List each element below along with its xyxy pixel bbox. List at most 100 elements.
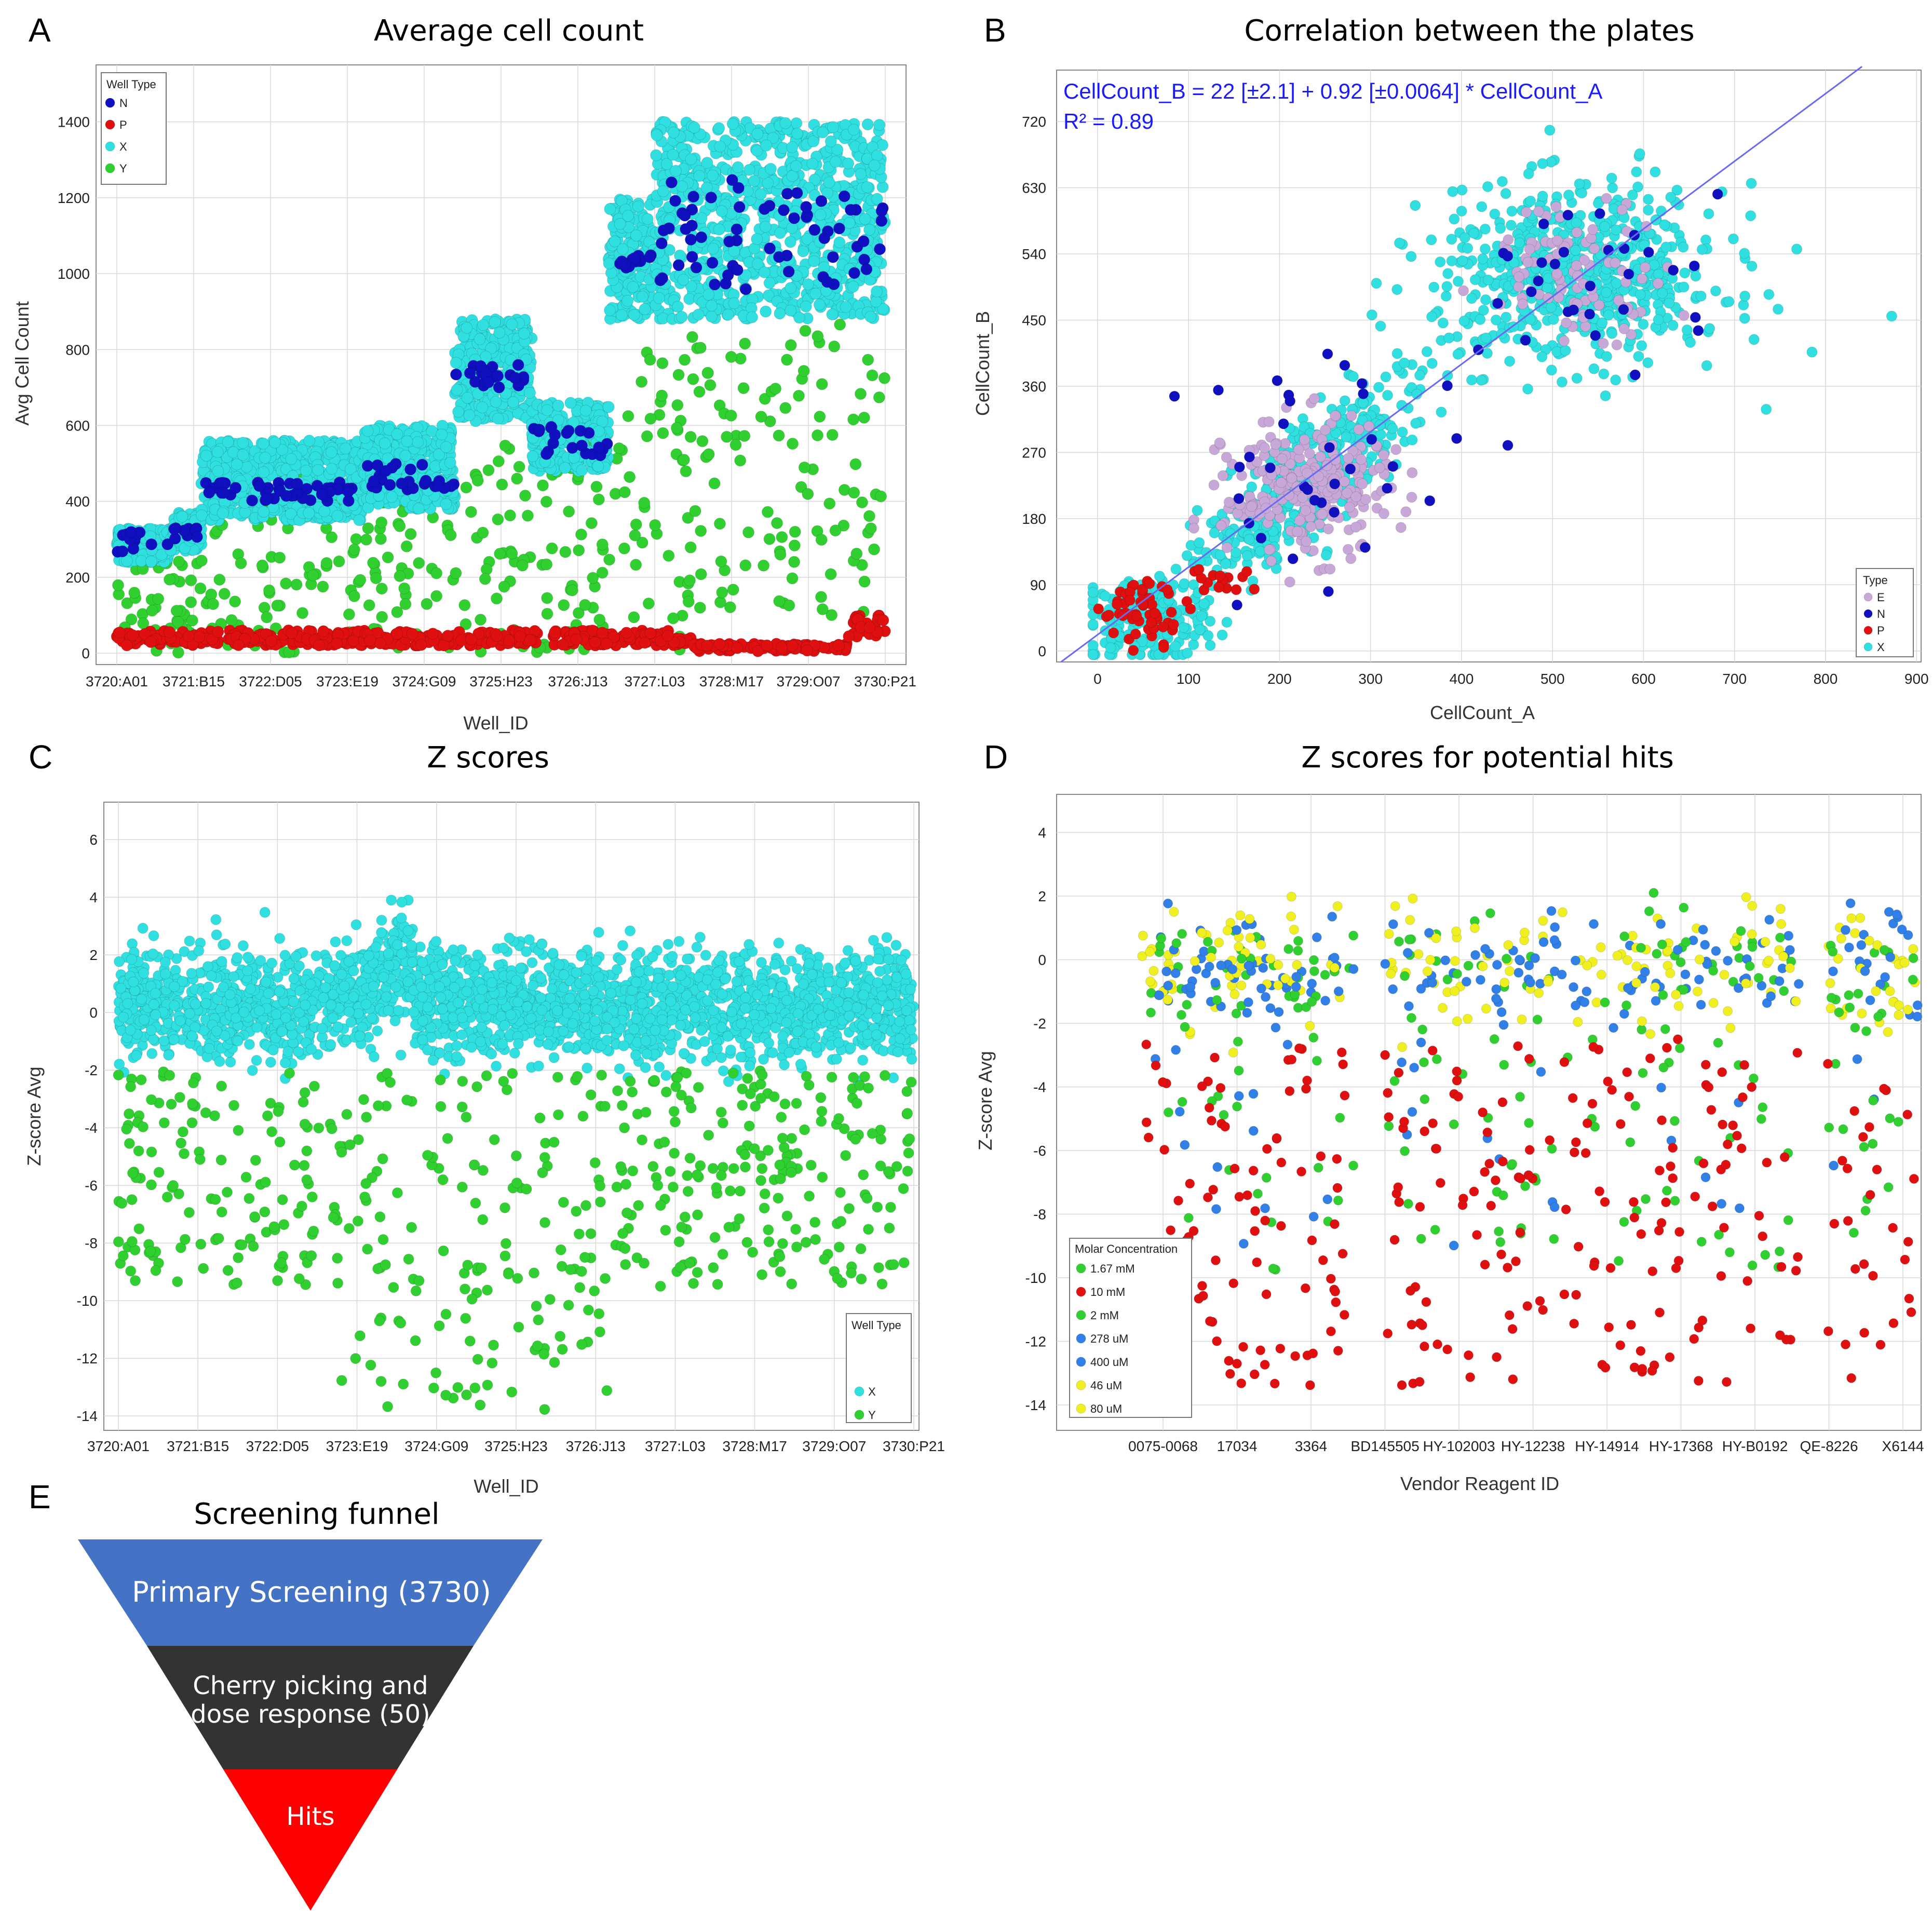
panel-b-point-X <box>1205 640 1216 651</box>
panel-b-point-X <box>1194 624 1206 635</box>
panel-b-point-X <box>1679 267 1691 279</box>
panel-a-point-Y <box>773 429 785 442</box>
panel-a-point-Y <box>185 574 197 587</box>
panel-a-point-Y <box>521 509 534 522</box>
panel-b-point-X <box>1598 368 1610 380</box>
panel-a-point-N <box>821 225 834 237</box>
panel-b-point-X <box>1476 201 1488 212</box>
panel-a-point-N <box>616 255 628 267</box>
panel-a-x-axis-label: Well_ID <box>463 712 528 734</box>
panel-a-point-Y <box>112 579 124 591</box>
panel-a-point-N <box>680 223 692 235</box>
panel-a-point-N <box>875 205 888 217</box>
panel-b-point-X <box>1410 417 1422 429</box>
panel-a-point-Y <box>590 481 603 493</box>
panel-b-point-X <box>1546 364 1557 376</box>
panel-b-point-X <box>1522 383 1533 395</box>
panel-a-point-X <box>222 436 234 448</box>
panel-a-point-N <box>782 265 795 278</box>
panel-a-point-Y <box>642 597 655 610</box>
panel-a-point-N <box>540 448 552 460</box>
panel-a-point-X <box>779 117 792 129</box>
panel-a-point-X <box>651 129 663 141</box>
panel-b-point-X <box>1087 649 1099 660</box>
panel-a-point-N <box>280 490 292 502</box>
panel-b-point-X <box>1482 181 1493 192</box>
panel-a-point-X <box>331 510 344 522</box>
panel-b-point-X <box>1371 278 1382 289</box>
panel-a-point-Y <box>519 490 531 502</box>
panel-a-point-X <box>784 236 796 248</box>
panel-a-point-N <box>815 195 828 207</box>
panel-a-point-Y <box>172 646 184 659</box>
panel-a-point-X <box>632 200 645 212</box>
panel-a-point-X <box>622 294 634 307</box>
panel-a-point-N <box>733 201 746 213</box>
panel-a-point-X <box>240 461 253 473</box>
panel-a-point-N <box>791 187 803 199</box>
panel-a-point-Y <box>828 340 841 353</box>
panel-a-point-X <box>693 170 706 182</box>
panel-a-point-P <box>363 634 376 646</box>
panel-a-point-P <box>317 625 330 638</box>
panel-a-point-X <box>237 437 249 449</box>
panel-a-point-Y <box>814 411 826 423</box>
panel-a-point-Y <box>541 607 553 620</box>
panel-b-plot-area <box>1056 70 1922 662</box>
panel-a-point-Y <box>471 475 484 487</box>
panel-b-point-X <box>1631 166 1642 178</box>
panel-a-point-X <box>440 498 452 510</box>
panel-a-point-X <box>361 425 374 437</box>
panel-a-point-X <box>759 221 772 233</box>
panel-a-point-Y <box>649 519 661 531</box>
panel-a-point-X <box>785 304 797 317</box>
panel-a-point-X <box>622 210 634 222</box>
panel-a-point-Y <box>261 611 273 624</box>
panel-b-point-X <box>1373 382 1384 393</box>
panel-a-point-Y <box>394 520 406 532</box>
panel-a-point-X <box>764 163 777 175</box>
panel-a-point-Y <box>724 601 736 614</box>
panel-b-point-X <box>1387 423 1398 434</box>
panel-a-point-N <box>687 191 700 203</box>
panel-a-point-Y <box>354 574 367 586</box>
panel-a-point-Y <box>802 488 814 500</box>
panel-a-point-P <box>661 629 674 642</box>
panel-a-point-N <box>848 267 860 279</box>
panel-b-point-X <box>1407 434 1418 445</box>
panel-b-point-X <box>1634 148 1645 159</box>
panel-a-point-N <box>246 494 258 507</box>
panel-a-point-X <box>715 205 728 218</box>
panel-a-point-P <box>491 630 503 642</box>
panel-a-point-P <box>786 640 799 652</box>
panel-a-point-N <box>116 545 129 558</box>
panel-a-point-Y <box>825 568 837 580</box>
panel-a-point-N <box>253 480 266 492</box>
panel-a-point-X <box>258 466 270 478</box>
panel-a-point-N <box>475 360 487 372</box>
panel-a-x-tick-label: 3728:M17 <box>699 673 764 689</box>
panel-a-point-X <box>871 149 883 161</box>
panel-a-point-X <box>120 555 133 567</box>
panel-b-point-X <box>1178 622 1190 633</box>
panel-a-legend-label-Y: Y <box>119 162 127 175</box>
panel-a-point-Y <box>721 430 733 443</box>
panel-a-point-X <box>688 121 700 133</box>
panel-b-point-X <box>1710 285 1721 296</box>
panel-b-point-X <box>1194 537 1205 548</box>
panel-a-point-X <box>237 449 249 461</box>
panel-a-point-N <box>844 204 857 216</box>
panel-a-point-Y <box>815 591 827 603</box>
panel-a-point-X <box>827 121 839 133</box>
panel-a-point-P <box>801 644 813 657</box>
panel-a-point-Y <box>687 373 699 385</box>
panel-a-point-Y <box>630 518 642 531</box>
panel-a-point-N <box>512 359 524 371</box>
panel-b-point-X <box>1642 357 1654 369</box>
panel-a-point-P <box>427 628 439 640</box>
panel-a-point-Y <box>121 597 133 610</box>
panel-a-point-Y <box>618 486 631 498</box>
panel-a-point-Y <box>465 506 477 518</box>
panel-a-point-N <box>643 251 656 263</box>
panel-a-point-X <box>847 124 860 136</box>
